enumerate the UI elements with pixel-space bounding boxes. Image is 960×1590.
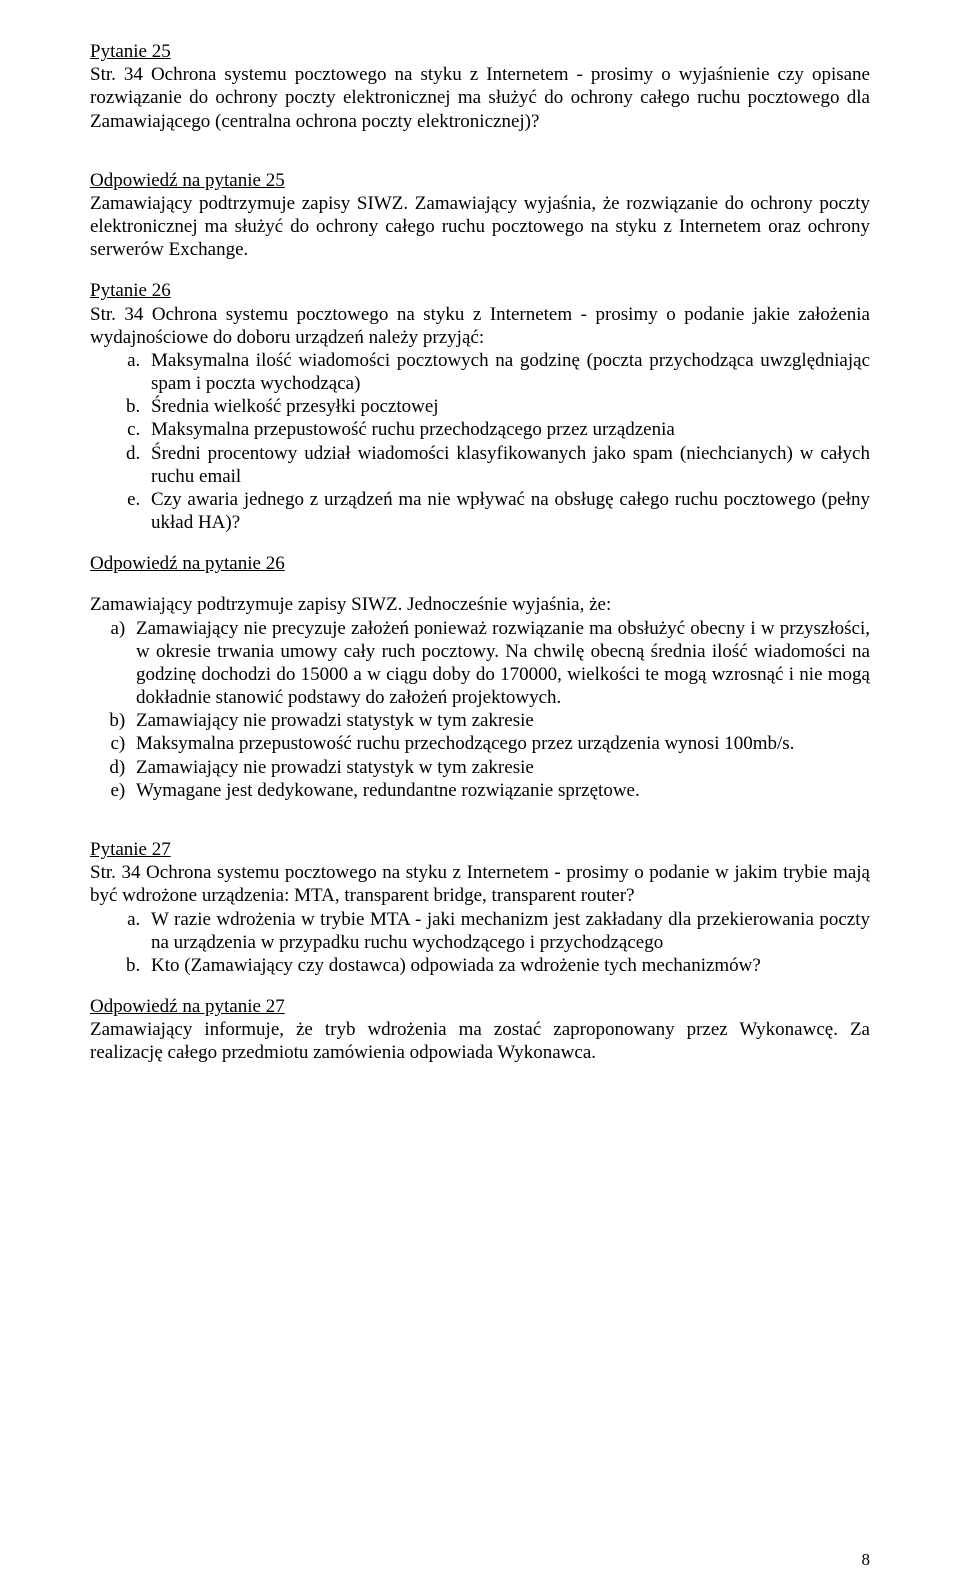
q25-heading-text: Pytanie 25 [90, 41, 171, 62]
answer-25-heading: Odpowiedź na pytanie 25 [90, 169, 870, 192]
page-number: 8 [862, 1550, 871, 1570]
q27-heading-text: Pytanie 27 [90, 839, 171, 860]
list-item: Maksymalna ilość wiadomości pocztowych n… [145, 349, 870, 395]
question-27-body: Str. 34 Ochrona systemu pocztowego na st… [90, 861, 870, 907]
answer-27-body: Zamawiający informuje, że tryb wdrożenia… [90, 1018, 870, 1064]
answer-26-lead: Zamawiający podtrzymuje zapisy SIWZ. Jed… [90, 593, 870, 616]
spacer [90, 151, 870, 169]
list-item: Maksymalna przepustowość ruchu przechodz… [130, 732, 870, 755]
answer-25-body: Zamawiający podtrzymuje zapisy SIWZ. Zam… [90, 192, 870, 262]
list-item: Zamawiający nie precyzuje założeń poniew… [130, 617, 870, 710]
list-item: Czy awaria jednego z urządzeń ma nie wpł… [145, 488, 870, 534]
a27-heading-text: Odpowiedź na pytanie 27 [90, 996, 285, 1017]
question-26-heading: Pytanie 26 [90, 279, 870, 302]
list-item: Zamawiający nie prowadzi statystyk w tym… [130, 709, 870, 732]
list-item: W razie wdrożenia w trybie MTA - jaki me… [145, 908, 870, 954]
question-25-heading: Pytanie 25 [90, 40, 870, 63]
spacer [90, 820, 870, 838]
question-25-body: Str. 34 Ochrona systemu pocztowego na st… [90, 63, 870, 133]
q26-heading-text: Pytanie 26 [90, 280, 171, 301]
list-item: Zamawiający nie prowadzi statystyk w tym… [130, 756, 870, 779]
list-item: Maksymalna przepustowość ruchu przechodz… [145, 418, 870, 441]
question-26-body: Str. 34 Ochrona systemu pocztowego na st… [90, 303, 870, 349]
page-container: Pytanie 25 Str. 34 Ochrona systemu poczt… [0, 0, 960, 1590]
question-26-list: Maksymalna ilość wiadomości pocztowych n… [90, 349, 870, 534]
list-item: Średni procentowy udział wiadomości klas… [145, 442, 870, 488]
a26-heading-text: Odpowiedź na pytanie 26 [90, 553, 285, 574]
question-27-list: W razie wdrożenia w trybie MTA - jaki me… [90, 908, 870, 978]
question-27-heading: Pytanie 27 [90, 838, 870, 861]
list-item: Kto (Zamawiający czy dostawca) odpowiada… [145, 954, 870, 977]
answer-27-heading: Odpowiedź na pytanie 27 [90, 995, 870, 1018]
answer-26-heading: Odpowiedź na pytanie 26 [90, 552, 870, 575]
a25-heading-text: Odpowiedź na pytanie 25 [90, 170, 285, 191]
list-item: Wymagane jest dedykowane, redundantne ro… [130, 779, 870, 802]
list-item: Średnia wielkość przesyłki pocztowej [145, 395, 870, 418]
answer-26-list: Zamawiający nie precyzuje założeń poniew… [90, 617, 870, 802]
